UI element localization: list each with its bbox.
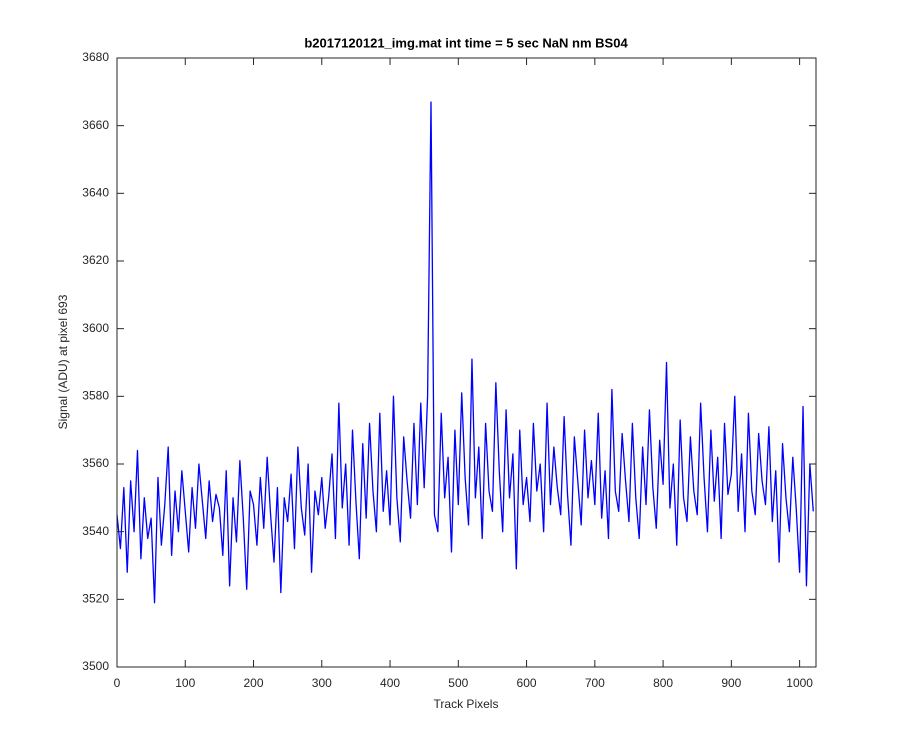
data-line [116, 101, 814, 604]
x-tick-label: 300 [312, 676, 332, 690]
x-axis-label: Track Pixels [434, 697, 499, 711]
y-tick-label: 3500 [82, 659, 109, 673]
y-tick-label: 3660 [82, 118, 109, 132]
x-tick-label: 200 [244, 676, 264, 690]
y-tick-label: 3520 [82, 592, 109, 606]
y-tick-label: 3640 [82, 186, 109, 200]
x-tick-label: 1000 [786, 676, 813, 690]
x-tick-label: 900 [721, 676, 741, 690]
y-tick-label: 3560 [82, 456, 109, 470]
y-tick-label: 3620 [82, 253, 109, 267]
x-tick-label: 0 [114, 676, 121, 690]
axes-box [116, 57, 817, 668]
y-axis-label: Signal (ADU) at pixel 693 [56, 294, 70, 429]
x-tick-label: 400 [380, 676, 400, 690]
x-tick-label: 500 [448, 676, 468, 690]
y-tick-label: 3680 [82, 50, 109, 64]
plot-area [116, 101, 814, 604]
y-tick-label: 3600 [82, 321, 109, 335]
y-tick-label: 3580 [82, 389, 109, 403]
x-tick-label: 600 [517, 676, 537, 690]
y-tick-label: 3540 [82, 524, 109, 538]
x-tick-label: 100 [175, 676, 195, 690]
x-tick-label: 800 [653, 676, 673, 690]
x-tick-label: 700 [585, 676, 605, 690]
chart-title: b2017120121_img.mat int time = 5 sec NaN… [304, 35, 628, 50]
